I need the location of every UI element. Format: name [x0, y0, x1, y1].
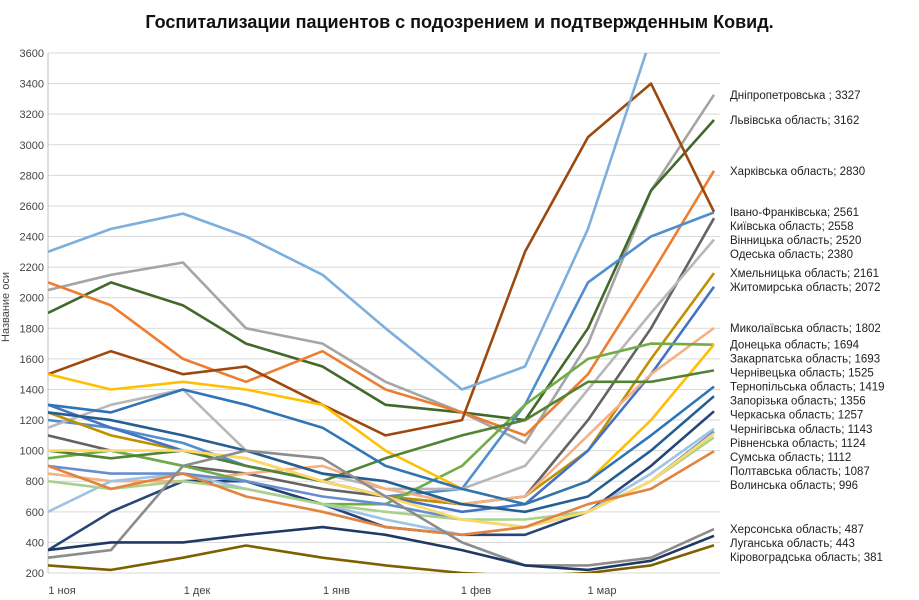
series-end-label: Київська область; 2558	[730, 221, 853, 233]
series-line	[48, 272, 716, 506]
series-end-label: Івано-Франківська; 2561	[730, 207, 859, 219]
series-end-label: Львівська область; 3162	[730, 115, 859, 127]
series-line	[48, 94, 716, 445]
y-tick-label: 600	[26, 507, 44, 519]
series-end-label: Рівненська область; 1124	[730, 438, 866, 450]
x-tick-label: 1 янв	[323, 585, 350, 597]
y-tick-label: 2000	[20, 293, 44, 305]
y-tick-label: 1600	[20, 354, 44, 366]
y-tick-label: 400	[26, 537, 44, 549]
series-line	[48, 53, 648, 391]
series-line	[48, 119, 715, 422]
y-tick-label: 1200	[20, 415, 44, 427]
x-tick-label: 1 ноя	[48, 585, 75, 597]
y-tick-label: 800	[26, 476, 44, 488]
y-tick-label: 3400	[20, 79, 44, 91]
y-tick-label: 2200	[20, 262, 44, 274]
y-tick-label: 200	[26, 568, 44, 580]
series-end-label: Запорізька область; 1356	[730, 396, 866, 408]
series-end-label: Хмельницька область; 2161	[730, 268, 879, 280]
series-end-label: Чернівецька область; 1525	[730, 368, 874, 380]
y-tick-label: 2400	[20, 232, 44, 244]
series-end-labels: Дніпропетровська ; 3327 Львівська область…	[730, 90, 885, 564]
series-line	[48, 525, 715, 572]
series-line	[48, 170, 716, 437]
series-end-label: Кіровоградська область; 381	[730, 552, 883, 564]
series-line	[48, 343, 715, 506]
series-end-label: Миколаївська область; 1802	[730, 323, 881, 335]
y-axis-ticks: 200 400 600 800 1000 1200 1400 1600 1800 2000 2200…	[20, 48, 44, 580]
y-tick-label: 2800	[20, 170, 44, 182]
x-axis-ticks: 1 ноя 1 дек 1 янв 1 фев 1 мар	[48, 585, 616, 597]
series-line	[48, 369, 715, 483]
series-end-label: Закарпатська область; 1693	[730, 354, 880, 366]
y-tick-label: 3200	[20, 109, 44, 121]
series-end-label: Одеська область; 2380	[730, 249, 853, 261]
y-tick-label: 1400	[20, 384, 44, 396]
x-tick-label: 1 фев	[461, 585, 491, 597]
series-line	[48, 82, 716, 437]
series-end-label: Вінницька область; 2520	[730, 235, 861, 247]
series-end-label: Полтавська область; 1087	[730, 466, 870, 478]
chart-title: Госпитализации пациентов с подозрением и…	[145, 12, 774, 32]
series-end-label: Житомирська область; 2072	[730, 282, 880, 294]
series-end-label: Херсонська область; 487	[730, 524, 864, 536]
series-end-label: Тернопільська область; 1419	[730, 382, 885, 394]
series-end-label: Харківська область; 2830	[730, 166, 865, 178]
series-line	[48, 449, 715, 567]
series-end-label: Донецька область; 1694	[730, 340, 860, 352]
series-line	[48, 395, 715, 514]
series-line	[48, 544, 715, 573]
series-end-label: Черкаська область; 1257	[730, 410, 863, 422]
y-tick-label: 3600	[20, 48, 44, 60]
y-tick-label: 2600	[20, 201, 44, 213]
x-tick-label: 1 мар	[588, 585, 617, 597]
y-tick-label: 1800	[20, 323, 44, 335]
series-end-label: Дніпропетровська ; 3327	[730, 90, 861, 102]
series-line	[48, 385, 715, 506]
series-line	[48, 450, 715, 537]
series-line	[48, 326, 715, 506]
series-end-label: Сумська область; 1112	[730, 452, 851, 464]
y-tick-label: 3000	[20, 140, 44, 152]
series-lines	[48, 53, 716, 573]
y-tick-label: 1000	[20, 446, 44, 458]
series-end-label: Чернігівська область; 1143	[730, 424, 872, 436]
x-tick-label: 1 дек	[184, 585, 211, 597]
series-end-label: Луганська область; 443	[730, 538, 855, 550]
series-end-label: Волинська область; 996	[730, 480, 858, 492]
